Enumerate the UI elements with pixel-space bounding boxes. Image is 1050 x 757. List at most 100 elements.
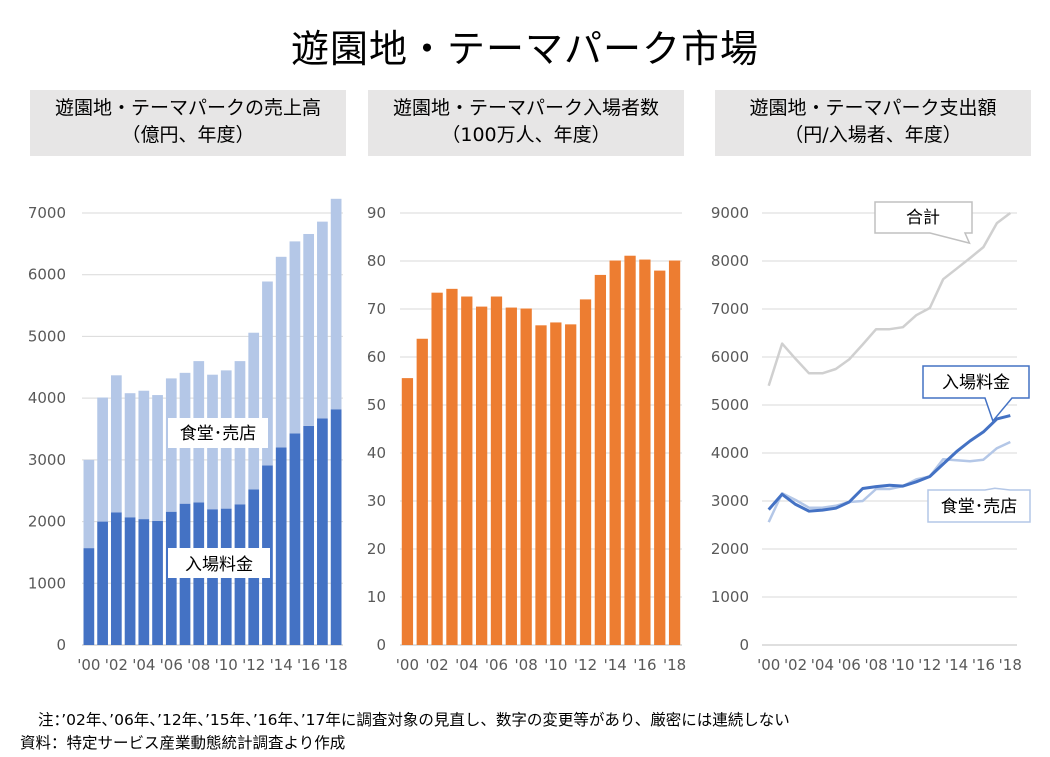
chart3-y-tick-label: 8000 bbox=[711, 252, 749, 270]
chart1-y-tick-label: 5000 bbox=[28, 327, 66, 345]
chart3-callout-entrance bbox=[922, 365, 1030, 423]
chart2-y-tick-label: 20 bbox=[367, 540, 386, 558]
chart1-bar-food bbox=[289, 241, 301, 434]
chart3-x-tick-label: '12 bbox=[918, 656, 941, 674]
chart2-bar-visitors bbox=[654, 270, 666, 645]
chart3-y-tick-label: 6000 bbox=[711, 348, 749, 366]
chart2-x-tick-label: '02 bbox=[425, 656, 448, 674]
chart1-y-tick-label: 3000 bbox=[28, 451, 66, 469]
chart1-bar-entrance bbox=[124, 517, 136, 645]
chart1-bar-entrance bbox=[97, 521, 108, 645]
chart3-x-tick-label: '16 bbox=[972, 656, 995, 674]
chart3-x-tick-label: '06 bbox=[838, 656, 861, 674]
chart2-bar-visitors bbox=[520, 308, 532, 645]
chart3-x-tick-label: '10 bbox=[891, 656, 914, 674]
chart1-bar-entrance bbox=[275, 447, 287, 645]
chart1-label-entrance: 入場料金 bbox=[185, 555, 253, 575]
chart1-bar-food bbox=[97, 397, 108, 522]
chart3-line-entrance bbox=[767, 414, 1011, 513]
chart1-y-tick-label: 0 bbox=[56, 636, 66, 654]
chart2-bar-visitors bbox=[639, 259, 651, 645]
chart1-bar-food bbox=[303, 233, 315, 426]
chart1-bar-entrance bbox=[303, 425, 315, 645]
chart2-y-tick-label: 50 bbox=[367, 396, 386, 414]
chart2-bar-visitors bbox=[490, 296, 503, 645]
chart2-x-tick-label: '10 bbox=[544, 656, 567, 674]
chart3-y-tick-label: 4000 bbox=[711, 444, 749, 462]
chart1-x-tick-label: '06 bbox=[160, 656, 183, 674]
chart1-y-tick-label: 4000 bbox=[28, 389, 66, 407]
chart1-y-tick-label: 2000 bbox=[28, 513, 66, 531]
chart1-y-tick-label: 1000 bbox=[28, 574, 66, 592]
chart2-bar-visitors bbox=[550, 322, 562, 645]
chart1-bar-entrance bbox=[152, 520, 163, 645]
chart1-bar-food bbox=[83, 459, 95, 549]
chart3-line-total bbox=[767, 212, 1012, 387]
chart3-label-total: 合計 bbox=[906, 208, 940, 228]
chart1-bar-food bbox=[262, 281, 273, 466]
chart2-bar-visitors bbox=[401, 378, 414, 645]
page-title: 遊園地・テーマパーク市場 bbox=[290, 27, 759, 71]
chart1-bar-food bbox=[330, 198, 342, 410]
chart3-x-tick-label: '00 bbox=[757, 656, 780, 674]
chart1-bar-food bbox=[152, 395, 163, 521]
chart1-bar-entrance bbox=[83, 548, 95, 645]
chart1-title-line2: （億円、年度） bbox=[121, 124, 255, 146]
chart1-y-tick-label: 7000 bbox=[28, 204, 66, 222]
chart3-callout-total bbox=[874, 201, 973, 245]
chart2-y-tick-label: 60 bbox=[367, 348, 386, 366]
chart2-bar-visitors bbox=[461, 296, 473, 645]
chart1-x-tick-label: '14 bbox=[270, 656, 293, 674]
chart2-bar-visitors bbox=[624, 255, 636, 645]
chart2-y-tick-label: 0 bbox=[376, 636, 386, 654]
chart1-bar-food bbox=[275, 256, 287, 448]
chart1-bar-food bbox=[138, 390, 150, 520]
chart3-label-food: 食堂･売店 bbox=[941, 497, 1018, 517]
chart1-title: 遊園地・テーマパークの売上高 （億円、年度） bbox=[30, 90, 346, 156]
chart1-bar-food bbox=[248, 332, 260, 490]
chart2-title: 遊園地・テーマパーク入場者数 （100万人、年度） bbox=[368, 90, 684, 156]
footnote-note: 注：’02年、’06年、’12年、’15年、’16年、’17年に調査対象の見直し… bbox=[38, 711, 790, 729]
chart2-bar-visitors bbox=[609, 260, 621, 645]
chart1-bar-food bbox=[110, 375, 122, 513]
chart2-title-line1: 遊園地・テーマパーク入場者数 bbox=[392, 97, 659, 119]
chart2-bar-visitors bbox=[579, 299, 592, 645]
chart1-bar-entrance bbox=[289, 433, 301, 645]
chart1-x-tick-label: '08 bbox=[187, 656, 210, 674]
chart3-y-tick-label: 0 bbox=[739, 636, 749, 654]
chart2-x-tick-label: '16 bbox=[633, 656, 656, 674]
chart2-bar-visitors bbox=[565, 324, 577, 645]
chart3-title-line2: （円/入場者、年度） bbox=[784, 124, 962, 146]
chart2-bar-visitors bbox=[431, 292, 443, 645]
chart3-x-tick-label: '08 bbox=[864, 656, 887, 674]
footnote-source: 資料：特定サービス産業動態統計調査より作成 bbox=[20, 734, 346, 752]
chart3-line-food bbox=[767, 440, 1011, 523]
chart2-bar-visitors bbox=[668, 260, 681, 645]
chart1-x-tick-label: '18 bbox=[325, 656, 348, 674]
chart1-y-tick-label: 6000 bbox=[28, 266, 66, 284]
chart2-x-tick-label: '08 bbox=[515, 656, 538, 674]
chart2-bar-visitors bbox=[535, 325, 547, 645]
chart1-title-line1: 遊園地・テーマパークの売上高 bbox=[54, 97, 321, 119]
chart3-x-tick-label: '04 bbox=[811, 656, 834, 674]
chart1-label-bg-food bbox=[168, 418, 268, 448]
chart2-y-tick-label: 80 bbox=[367, 252, 386, 270]
chart2-bar-visitors bbox=[594, 274, 607, 645]
chart3-title: 遊園地・テーマパーク支出額 （円/入場者、年度） bbox=[715, 90, 1031, 156]
chart3-y-tick-label: 5000 bbox=[711, 396, 749, 414]
chart3-x-tick-label: '02 bbox=[784, 656, 807, 674]
chart2-y-tick-label: 10 bbox=[367, 588, 386, 606]
chart3-title-line1: 遊園地・テーマパーク支出額 bbox=[749, 97, 997, 119]
chart1-bar-food bbox=[124, 393, 136, 518]
chart3-y-tick-label: 2000 bbox=[711, 540, 749, 558]
chart1-bar-entrance bbox=[330, 409, 342, 645]
chart2-x-tick-label: '06 bbox=[485, 656, 508, 674]
chart2-y-tick-label: 40 bbox=[367, 444, 386, 462]
chart3-x-tick-label: '18 bbox=[999, 656, 1022, 674]
chart2-bar-visitors bbox=[505, 307, 517, 645]
chart3-y-tick-label: 1000 bbox=[711, 588, 749, 606]
chart2-x-tick-label: '12 bbox=[574, 656, 597, 674]
chart1-x-tick-label: '02 bbox=[105, 656, 128, 674]
chart2-y-tick-label: 30 bbox=[367, 492, 386, 510]
